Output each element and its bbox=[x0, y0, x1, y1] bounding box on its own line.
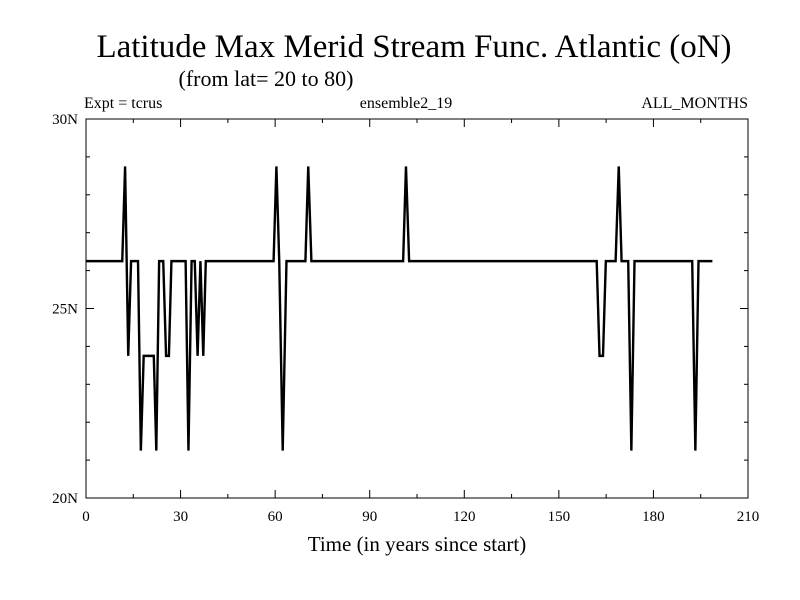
x-tick-label: 180 bbox=[642, 509, 665, 525]
x-tick-label: 120 bbox=[453, 509, 476, 525]
months-label: ALL_MONTHS bbox=[641, 95, 748, 112]
x-tick-label: 90 bbox=[362, 509, 377, 525]
chart-title: Latitude Max Merid Stream Func. Atlantic… bbox=[96, 29, 731, 65]
x-tick-label: 210 bbox=[737, 509, 760, 525]
x-tick-label: 60 bbox=[268, 509, 283, 525]
x-tick-label: 0 bbox=[82, 509, 90, 525]
y-tick-label: 20N bbox=[52, 491, 78, 507]
axis-ticks bbox=[85, 118, 749, 499]
chart-subtitle: (from lat= 20 to 80) bbox=[179, 66, 354, 91]
x-tick-label: 150 bbox=[548, 509, 571, 525]
series-line bbox=[86, 166, 713, 451]
y-tick-label: 30N bbox=[52, 112, 78, 128]
x-tick-label: 30 bbox=[173, 509, 188, 525]
x-axis-label: Time (in years since start) bbox=[308, 532, 527, 556]
experiment-label: Expt = tcrus bbox=[84, 95, 162, 112]
axis-tick-labels: 0 30 60 90 120 150 180 210 20N 25N 30N bbox=[52, 112, 759, 525]
y-tick-label: 25N bbox=[52, 302, 78, 318]
ensemble-label: ensemble2_19 bbox=[360, 95, 452, 112]
